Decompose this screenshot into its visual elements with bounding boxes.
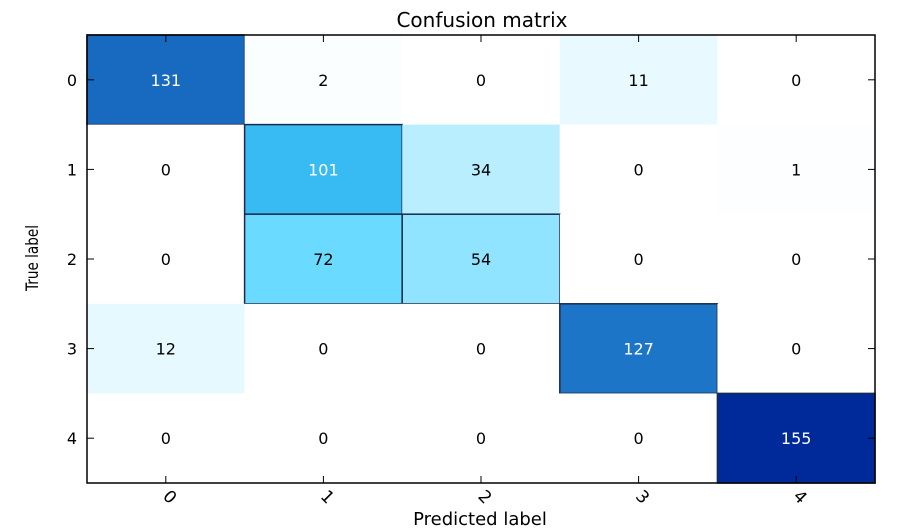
cell-value-label: 0 [791,250,801,269]
cell-value-label: 0 [634,429,644,448]
heatmap-cell [717,124,875,215]
y-tick-label: 0 [67,71,77,90]
cell-value-label: 0 [476,340,486,359]
heatmap-cell [717,35,875,125]
heatmap-cell [244,393,403,483]
heatmap-cell [559,35,718,125]
cell-value-label: 0 [161,429,171,448]
cell-value-label: 127 [623,340,654,359]
heatmap-cell [87,124,245,215]
heatmap-cell [87,393,245,483]
cell-value-label: 12 [156,340,176,359]
y-tick-label: 1 [67,160,77,179]
cell-value-label: 101 [308,160,339,179]
chart-title: Confusion matrix [396,8,567,32]
axis-ticks [87,35,875,483]
heatmap-cell [87,303,245,394]
y-axis-label: True label [23,225,43,292]
cell-value-label: 155 [781,429,812,448]
y-tick-label: 2 [67,250,77,269]
heatmap-cell [559,124,718,215]
heatmap-cell [402,35,560,125]
y-tick-label: 4 [67,429,77,448]
x-tick-label: 0 [158,487,180,509]
cell-value-label: 0 [791,71,801,90]
heatmap-cell [717,214,875,304]
x-tick-label: 1 [316,487,338,509]
cell-value-label: 131 [151,71,182,90]
heatmap-cell [716,392,876,484]
cell-value-label: 0 [791,340,801,359]
heatmap-cell [243,213,403,305]
y-axis-tick-labels: 0 1 2 3 4 [67,71,77,448]
cell-value-label: 0 [634,160,644,179]
cell-value-label: 0 [318,429,328,448]
cell-value-label: 0 [161,160,171,179]
heatmap-cell [87,214,245,304]
heatmap-cell [717,303,875,394]
heatmap-cell [559,303,719,395]
heatmap-cell [402,393,560,483]
heatmap-cell [401,213,561,305]
x-axis-label: Predicted label [413,509,547,530]
heatmap-cell [244,35,403,125]
heatmap-cell [402,124,560,215]
x-tick-label: 3 [631,487,653,509]
heatmap-cell [244,303,403,394]
cell-value-labels: 131 2 0 11 0 0 101 34 0 1 0 72 54 0 0 12 0 0 127 0 0 0 0 0 155 [151,71,812,448]
heatmap-cell [86,34,246,126]
cell-value-label: 54 [471,250,491,269]
x-axis-tick-labels: 0 1 2 3 4 [158,487,810,509]
x-tick-label: 2 [474,487,496,509]
cell-value-label: 0 [476,71,486,90]
cell-value-label: 0 [318,340,328,359]
cell-value-label: 1 [791,160,801,179]
heatmap-cells [86,34,876,484]
cell-value-label: 2 [318,71,328,90]
cell-value-label: 34 [471,160,491,179]
cell-value-label: 0 [634,250,644,269]
y-tick-label: 3 [67,340,77,359]
cell-value-label: 11 [628,71,648,90]
cell-value-label: 0 [476,429,486,448]
heatmap-cell [402,303,560,394]
x-tick-label: 4 [789,487,811,509]
cell-value-label: 0 [161,250,171,269]
heatmap-cell [559,214,718,304]
cell-value-label: 72 [313,250,333,269]
heatmap-cell [559,393,718,483]
